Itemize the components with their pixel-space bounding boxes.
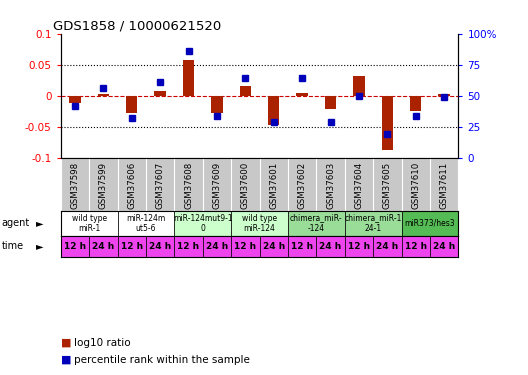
Bar xyxy=(382,96,393,150)
Text: miR-124m
ut5-6: miR-124m ut5-6 xyxy=(126,213,166,233)
Text: miR373/hes3: miR373/hes3 xyxy=(404,219,455,228)
Text: GSM37600: GSM37600 xyxy=(241,162,250,209)
Bar xyxy=(118,236,146,257)
Text: 24 h: 24 h xyxy=(433,242,455,251)
Bar xyxy=(174,211,231,236)
Bar xyxy=(211,96,223,113)
Bar xyxy=(154,92,166,96)
Text: 24 h: 24 h xyxy=(262,242,285,251)
Text: log10 ratio: log10 ratio xyxy=(74,338,130,348)
Bar xyxy=(353,76,365,96)
Text: GSM37607: GSM37607 xyxy=(156,162,165,209)
Bar xyxy=(61,211,118,236)
Text: GSM37606: GSM37606 xyxy=(127,162,136,209)
Text: ►: ► xyxy=(36,241,43,251)
Text: wild type
miR-124: wild type miR-124 xyxy=(242,213,277,233)
Text: GSM37602: GSM37602 xyxy=(298,162,307,209)
Text: 12 h: 12 h xyxy=(348,242,370,251)
Bar xyxy=(240,86,251,96)
Bar xyxy=(410,96,421,111)
Bar xyxy=(438,94,450,96)
Text: percentile rank within the sample: percentile rank within the sample xyxy=(74,355,250,365)
Text: GSM37598: GSM37598 xyxy=(70,162,79,209)
Text: ►: ► xyxy=(36,218,43,228)
Text: GDS1858 / 10000621520: GDS1858 / 10000621520 xyxy=(53,20,221,33)
Bar xyxy=(231,211,288,236)
Text: 12 h: 12 h xyxy=(121,242,143,251)
Text: GSM37611: GSM37611 xyxy=(440,162,449,209)
Bar xyxy=(118,211,174,236)
Text: GSM37608: GSM37608 xyxy=(184,162,193,209)
Bar xyxy=(69,96,81,103)
Text: 24 h: 24 h xyxy=(376,242,399,251)
Bar xyxy=(401,236,430,257)
Bar xyxy=(430,236,458,257)
Text: 24 h: 24 h xyxy=(206,242,228,251)
Text: 12 h: 12 h xyxy=(404,242,427,251)
Bar xyxy=(268,96,279,126)
Bar xyxy=(373,236,401,257)
Bar xyxy=(325,96,336,109)
Text: time: time xyxy=(2,241,24,251)
Text: GSM37603: GSM37603 xyxy=(326,162,335,209)
Bar xyxy=(174,236,203,257)
Bar xyxy=(296,93,308,96)
Text: chimera_miR-1
24-1: chimera_miR-1 24-1 xyxy=(344,213,402,233)
Text: agent: agent xyxy=(2,218,30,228)
Bar xyxy=(231,236,259,257)
Bar xyxy=(183,60,194,96)
Bar xyxy=(316,236,345,257)
Text: GSM37599: GSM37599 xyxy=(99,162,108,209)
Text: ■: ■ xyxy=(61,355,71,365)
Bar xyxy=(146,236,174,257)
Text: GSM37610: GSM37610 xyxy=(411,162,420,209)
Text: wild type
miR-1: wild type miR-1 xyxy=(72,213,107,233)
Bar xyxy=(345,236,373,257)
Bar xyxy=(259,236,288,257)
Bar xyxy=(98,94,109,96)
Bar xyxy=(401,211,458,236)
Bar xyxy=(89,236,118,257)
Text: GSM37601: GSM37601 xyxy=(269,162,278,209)
Text: ■: ■ xyxy=(61,338,71,348)
Text: GSM37605: GSM37605 xyxy=(383,162,392,209)
Text: 12 h: 12 h xyxy=(177,242,200,251)
Bar xyxy=(126,96,137,113)
Bar xyxy=(203,236,231,257)
Text: miR-124mut9-1
0: miR-124mut9-1 0 xyxy=(173,213,232,233)
Bar xyxy=(288,211,345,236)
Text: chimera_miR-
-124: chimera_miR- -124 xyxy=(290,213,343,233)
Text: GSM37604: GSM37604 xyxy=(354,162,363,209)
Bar xyxy=(61,236,89,257)
Text: 12 h: 12 h xyxy=(291,242,313,251)
Text: 12 h: 12 h xyxy=(64,242,86,251)
Text: 12 h: 12 h xyxy=(234,242,257,251)
Text: 24 h: 24 h xyxy=(319,242,342,251)
Text: 24 h: 24 h xyxy=(92,242,115,251)
Text: GSM37609: GSM37609 xyxy=(212,162,221,209)
Bar xyxy=(345,211,401,236)
Text: 24 h: 24 h xyxy=(149,242,171,251)
Bar xyxy=(288,236,316,257)
